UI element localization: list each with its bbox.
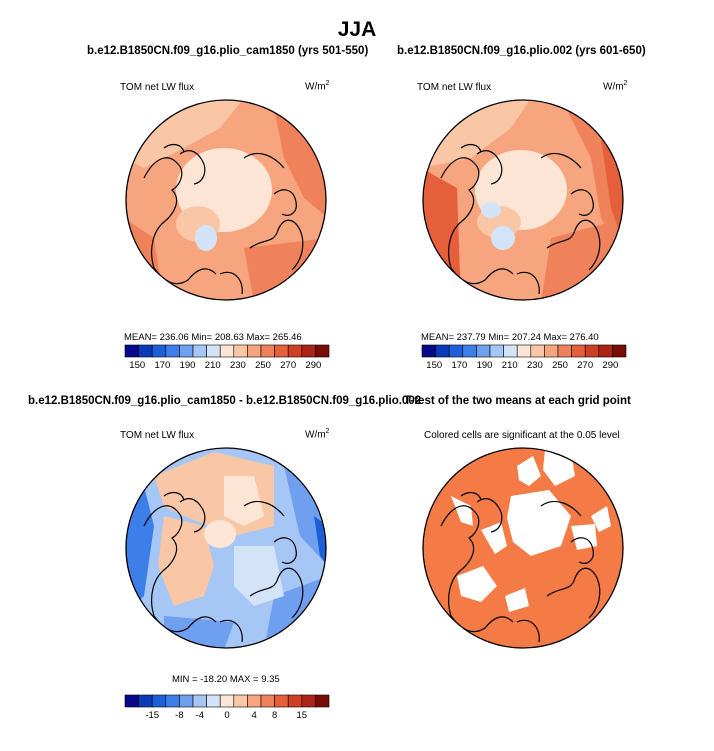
bottom-right-panel-title: T-test of the two means at each grid poi… — [404, 395, 631, 407]
colorbar-tick-label: 0 — [224, 710, 230, 721]
colorbar-swatch — [260, 344, 275, 358]
colorbar-swatch — [233, 344, 248, 358]
top-left-stats: MEAN= 236.06 Min= 208.63 Max= 265.46 — [124, 332, 302, 343]
colorbar-tick-label: 15 — [296, 710, 308, 721]
colorbar-swatch — [462, 344, 477, 358]
colorbar-swatch — [247, 694, 262, 708]
top-right-units: W/m2 — [603, 80, 628, 93]
colorbar-swatch — [206, 344, 221, 358]
colorbar-swatch — [274, 344, 289, 358]
colorbar-tick-label: 150 — [426, 360, 443, 371]
colorbar-tick-label: 230 — [526, 360, 543, 371]
colorbar-tick-label: 170 — [154, 360, 171, 371]
colorbar-swatch — [287, 694, 303, 708]
colorbar-swatch — [598, 344, 613, 358]
bottom-left-stats: MIN = -18.20 MAX = 9.35 — [172, 674, 280, 685]
colorbar-tick-label: 190 — [179, 360, 196, 371]
colorbar-tick-label: 230 — [229, 360, 246, 371]
colorbar-swatch — [165, 694, 180, 708]
colorbar-swatch — [138, 344, 153, 358]
colorbar-swatch — [124, 694, 139, 708]
colorbar-tick-label: 250 — [552, 360, 568, 371]
top-left-field-label: TOM net LW flux — [120, 82, 195, 93]
colorbar-swatch — [219, 694, 235, 708]
colorbar-swatch — [584, 344, 600, 358]
colorbar-swatch — [315, 694, 330, 708]
top-right-stats: MEAN= 237.79 Min= 207.24 Max= 276.40 — [421, 332, 599, 343]
colorbar-swatch — [192, 694, 207, 708]
colorbar-tick-label: 290 — [305, 360, 322, 371]
colorbar-tick-label: 170 — [451, 360, 468, 371]
bottom-left-field-label: TOM net LW flux — [120, 430, 195, 441]
top-right-panel-title: b.e12.B1850CN.f09_g16.plio.002 (yrs 601-… — [397, 45, 646, 57]
bottom-right-significance-map — [422, 447, 624, 649]
bottom-right-subtitle: Colored cells are significant at the 0.0… — [424, 430, 620, 441]
colorbar-swatch — [219, 344, 235, 358]
colorbar-swatch — [571, 344, 586, 358]
colorbar-swatch — [421, 344, 436, 358]
colorbar-tick-label: 190 — [476, 360, 493, 371]
colorbar-swatch — [448, 344, 464, 358]
bottom-left-colorbar — [124, 694, 330, 708]
colorbar-tick-label: -15 — [145, 710, 160, 721]
colorbar-tick-label: 4 — [251, 710, 257, 721]
colorbar-tick-label: 270 — [280, 360, 297, 371]
colorbar-tick-label: 270 — [577, 360, 594, 371]
colorbar-tick-label: 210 — [501, 360, 518, 371]
top-right-field-label: TOM net LW flux — [417, 82, 492, 93]
colorbar-swatch — [476, 344, 491, 358]
top-left-colorbar — [124, 344, 330, 358]
top-left-units: W/m2 — [305, 80, 330, 93]
top-left-polar-map — [125, 99, 327, 301]
colorbar-swatch — [179, 694, 194, 708]
colorbar-swatch — [544, 344, 559, 358]
colorbar-swatch — [301, 344, 316, 358]
colorbar-tick-label: 210 — [204, 360, 221, 371]
colorbar-swatch — [435, 344, 450, 358]
top-right-colorbar — [421, 344, 627, 358]
colorbar-swatch — [274, 694, 289, 708]
colorbar-swatch — [124, 344, 139, 358]
colorbar-tick-label: 250 — [255, 360, 271, 371]
colorbar-swatch — [165, 344, 180, 358]
top-right-polar-map — [422, 99, 624, 301]
colorbar-swatch — [557, 344, 572, 358]
bottom-left-units: W/m2 — [305, 428, 330, 441]
colorbar-swatch — [192, 344, 207, 358]
colorbar-swatch — [287, 344, 303, 358]
figure-title: JJA — [337, 18, 377, 41]
colorbar-swatch — [260, 694, 275, 708]
colorbar-swatch — [530, 344, 545, 358]
colorbar-tick-label: -4 — [195, 710, 205, 721]
colorbar-swatch — [301, 694, 316, 708]
colorbar-swatch — [233, 694, 248, 708]
colorbar-tick-label: 8 — [271, 710, 278, 721]
bottom-left-panel-title: b.e12.B1850CN.f09_g16.plio_cam1850 - b.e… — [28, 395, 422, 407]
colorbar-tick-label: -8 — [175, 710, 184, 721]
colorbar-swatch — [489, 344, 504, 358]
top-left-panel-title: b.e12.B1850CN.f09_g16.plio_cam1850 (yrs … — [87, 45, 369, 57]
colorbar-swatch — [503, 344, 518, 358]
colorbar-swatch — [206, 694, 221, 708]
colorbar-swatch — [179, 344, 194, 358]
colorbar-swatch — [151, 344, 167, 358]
colorbar-swatch — [315, 344, 330, 358]
colorbar-tick-label: 290 — [602, 360, 619, 371]
colorbar-swatch — [151, 694, 167, 708]
colorbar-swatch — [138, 694, 153, 708]
colorbar-swatch — [612, 344, 627, 358]
colorbar-tick-label: 150 — [129, 360, 146, 371]
colorbar-swatch — [247, 344, 262, 358]
colorbar-swatch — [516, 344, 532, 358]
bottom-left-difference-map — [125, 447, 327, 649]
